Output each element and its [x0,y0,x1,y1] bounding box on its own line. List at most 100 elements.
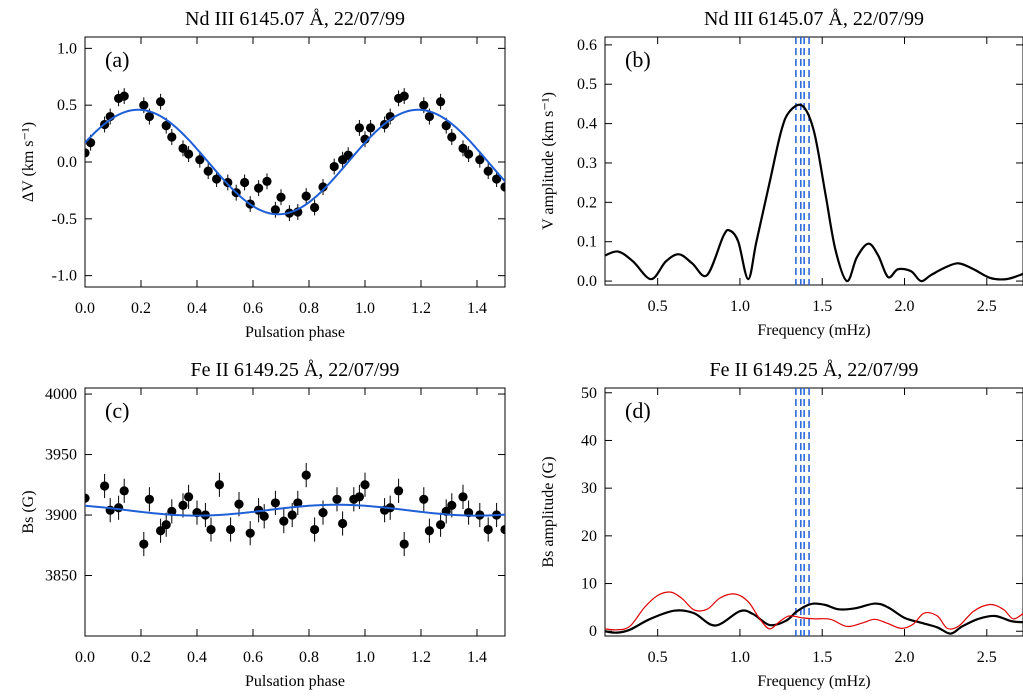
data-point [329,161,339,172]
chart-panel-4: Fe II 6149.25 Å, 22/07/99 0.5 1.0 1.5 2.0 2.5… [540,359,1023,690]
data-point [212,174,222,184]
data-point [483,524,493,535]
y-axis-label: Bs (G) [20,490,37,533]
data-point [226,524,236,535]
x-tick-label: 0.2 [131,649,151,666]
data-point [167,132,177,142]
plot-frame [84,387,506,637]
data-point [178,143,188,153]
data-point [354,492,364,502]
y-tick-label: 0.4 [577,116,597,133]
panel-label: (d) [625,398,651,423]
x-tick-label: 2.0 [895,649,915,666]
x-tick-label: 0.8 [299,649,319,666]
data-point [436,97,446,107]
panel-label: (b) [625,47,651,72]
data-point [366,123,376,133]
y-tick-label: 20 [581,528,597,545]
chart-panel-1: Nd III 6145.07 Å, 22/07/99 0.0 0.2 0.4 0.6 0.… [20,8,506,341]
data-point [119,486,129,496]
data-point [441,121,451,131]
x-tick-label: 1.0 [355,649,375,666]
x-tick-label: 0.6 [243,300,263,317]
plot-frame [84,36,506,288]
data-point [287,510,297,520]
data-point [161,520,171,530]
data-point [100,481,110,491]
x-tick-label: 0.0 [75,649,95,666]
x-tick-label: 2.0 [895,298,915,315]
x-tick-label: 0.5 [648,298,668,315]
y-tick-label: 0 [589,623,597,640]
y-tick-label: 0.3 [577,155,597,172]
chart-title: Nd III 6145.07 Å, 22/07/99 [185,8,405,30]
x-tick-label: 0.8 [299,300,319,317]
data-point [114,503,124,513]
chart-panel-2: Nd III 6145.07 Å, 22/07/99 0.5 1.0 1.5 2.0 2.… [540,8,1023,339]
y-tick-label: -0.5 [52,211,77,228]
y-tick-label: 0.5 [57,97,77,114]
data-point [500,524,505,535]
y-tick-label: 4000 [45,386,77,403]
data-point [240,177,250,188]
x-tick-label: 0.4 [187,649,207,666]
data-point [301,470,311,480]
data-point [310,202,320,213]
data-point [464,149,474,159]
amplitude-spectrum-line [605,103,1023,283]
y-tick-label: 1.0 [57,40,77,57]
data-point [161,121,171,131]
x-tick-label: 0.6 [243,649,263,666]
y-tick-label: 10 [581,576,597,593]
data-point [310,524,320,535]
data-point [156,97,166,107]
y-tick-label: 40 [581,432,597,449]
x-tick-label: 1.4 [467,649,487,666]
data-point [85,493,90,503]
data-point [399,539,409,549]
x-tick-label: 1.5 [812,298,832,315]
x-tick-label: 1.5 [812,649,832,666]
data-point [343,150,353,160]
data-point [203,166,213,176]
x-tick-label: 0.0 [75,300,95,317]
data-point [483,166,493,176]
data-point [447,132,457,142]
data-point [301,191,311,201]
y-tick-label: 0.0 [577,273,597,290]
chart-title: Nd III 6145.07 Å, 22/07/99 [704,8,924,30]
data-point [436,520,446,530]
fit-curve [85,503,505,517]
data-point [419,494,429,504]
data-point [139,100,149,110]
x-tick-label: 0.4 [187,300,207,317]
y-tick-label: 30 [581,480,597,497]
y-tick-label: 0.6 [577,37,597,54]
data-point [293,498,303,508]
x-tick-label: 1.0 [730,649,750,666]
data-point [184,149,194,159]
data-point [85,148,90,158]
amplitude-spectrum-line [605,602,1023,635]
data-point [206,524,216,535]
data-point [279,516,289,526]
data-point [139,539,149,549]
data-point [332,494,342,504]
data-point [223,177,233,188]
data-point [178,500,188,510]
data-point [119,91,129,101]
data-point [234,499,244,509]
data-point [458,143,468,153]
data-point [184,492,194,502]
x-tick-label: 1.4 [467,300,487,317]
x-tick-label: 0.5 [648,649,668,666]
y-axis-label: V amplitude (km s⁻¹) [540,92,557,230]
y-tick-label: 0.5 [577,76,597,93]
panel-label: (c) [105,398,129,423]
y-tick-label: 0.0 [57,154,77,171]
x-axis-label: Pulsation phase [245,324,345,341]
fit-curve [85,108,505,216]
data-point [214,480,224,490]
data-point [276,192,286,202]
y-axis-label: Bs amplitude (G) [540,456,557,567]
